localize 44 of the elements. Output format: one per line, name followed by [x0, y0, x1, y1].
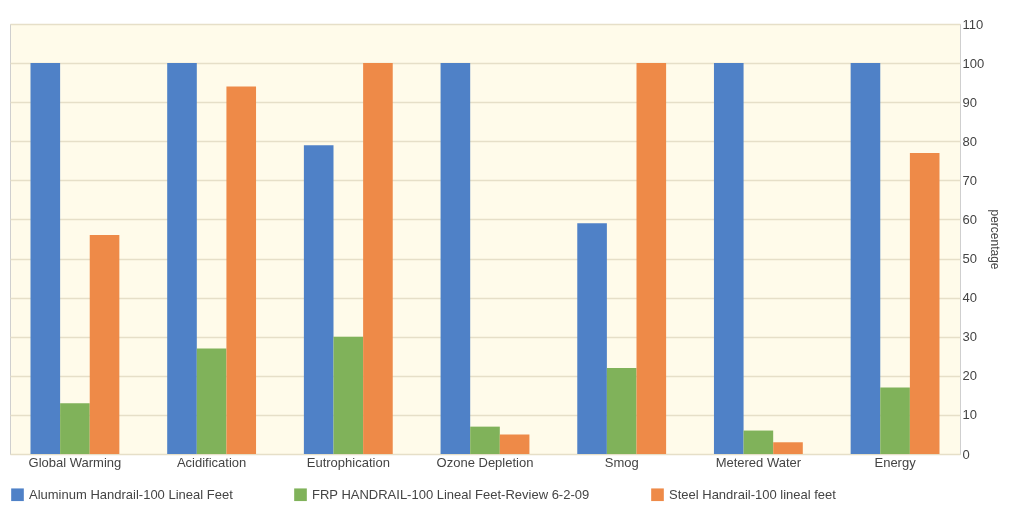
y-tick-label: 40	[962, 290, 977, 306]
y-tick-label: 30	[962, 329, 977, 345]
bar	[30, 63, 61, 454]
bar	[226, 86, 257, 454]
legend-label: FRP HANDRAIL-100 Lineal Feet-Review 6-2-09	[312, 486, 590, 502]
bar	[363, 63, 393, 454]
y-tick-label: 50	[962, 251, 977, 267]
bar	[850, 63, 881, 454]
bar	[880, 387, 910, 454]
x-tick-label: Acidification	[176, 454, 247, 470]
bar	[60, 403, 90, 454]
x-tick-label: Eutrophication	[306, 454, 390, 470]
y-tick-label: 0	[962, 446, 970, 462]
x-tick-label: Ozone Depletion	[436, 454, 534, 470]
bar	[577, 223, 607, 454]
bar	[440, 63, 471, 454]
x-tick-label: Global Warming	[28, 454, 122, 470]
bar	[909, 153, 940, 454]
x-tick-label: Metered Water	[715, 454, 802, 470]
y-axis-title: percentage	[988, 209, 1003, 270]
y-tick-label: 20	[962, 368, 977, 384]
y-tick-label: 70	[962, 172, 977, 188]
bar	[470, 426, 500, 454]
bar	[333, 336, 364, 454]
bar	[167, 63, 197, 454]
y-tick-label: 110	[962, 16, 984, 32]
y-tick-label: 10	[962, 407, 977, 423]
bar	[743, 430, 774, 454]
bar	[196, 348, 227, 454]
x-tick-label: Energy	[874, 454, 917, 470]
y-tick-label: 60	[962, 211, 977, 227]
bar	[499, 434, 530, 454]
y-tick-label: 100	[962, 55, 985, 71]
legend-label: Steel Handrail-100 lineal feet	[669, 486, 837, 502]
bar	[713, 63, 744, 454]
bar	[636, 63, 667, 454]
bar	[773, 442, 803, 454]
legend-label: Aluminum Handrail-100 Lineal Feet	[29, 486, 234, 502]
bar	[606, 368, 637, 454]
y-tick-label: 90	[962, 94, 977, 110]
x-tick-label: Smog	[604, 454, 639, 470]
bar	[303, 145, 334, 454]
bar	[89, 235, 120, 454]
y-tick-label: 80	[962, 133, 977, 149]
